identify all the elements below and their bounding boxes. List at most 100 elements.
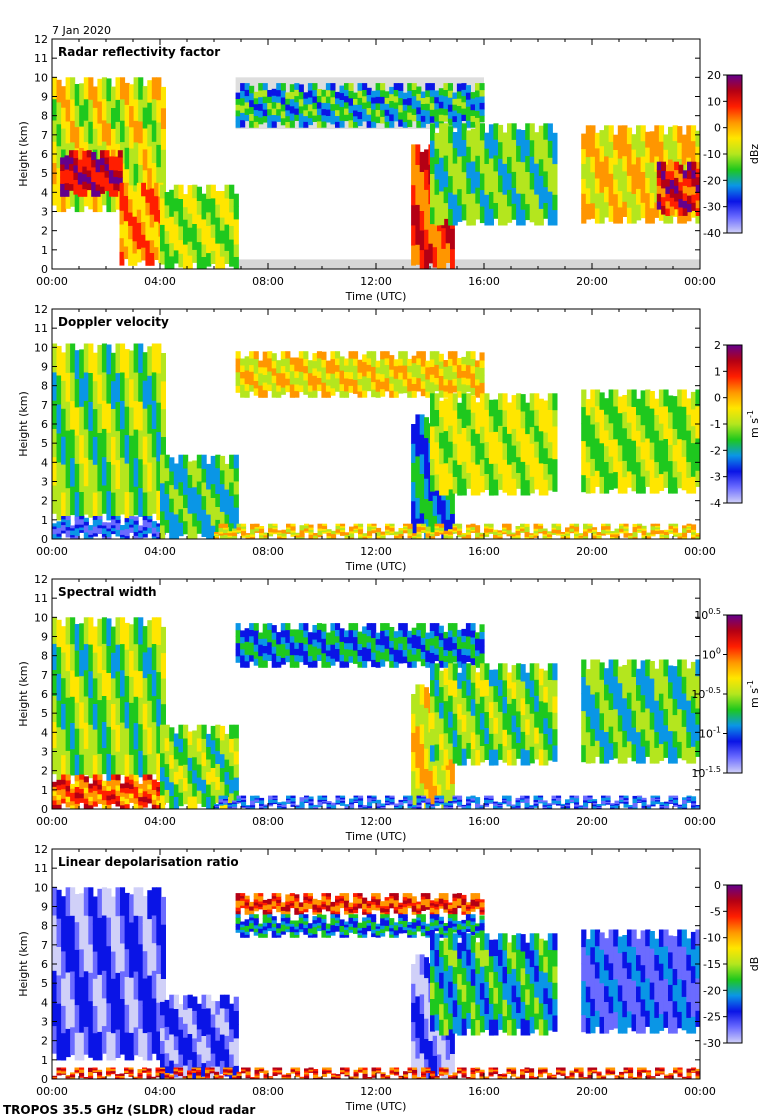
heatmap-cell (289, 120, 295, 128)
heatmap-cell (173, 501, 179, 515)
heatmap-cell (552, 458, 558, 476)
heatmap-cell (101, 643, 107, 670)
heatmap-cell (445, 499, 451, 520)
heatmap-cell (452, 193, 458, 210)
heatmap-cell (434, 96, 440, 104)
heatmap-cell (498, 663, 504, 680)
heatmap-cell (169, 781, 175, 796)
heatmap-cell (411, 462, 416, 483)
heatmap-cell (502, 442, 508, 460)
heatmap-cell (429, 637, 435, 646)
heatmap-cell (88, 534, 94, 538)
heatmap-cell (218, 798, 224, 801)
heatmap-cell (452, 525, 458, 528)
heatmap-cell (668, 665, 674, 683)
heatmap-cell (466, 456, 472, 473)
heatmap-cell (330, 651, 336, 659)
heatmap-cell (235, 655, 241, 663)
heatmap-cell (479, 745, 485, 763)
heatmap-cell (69, 150, 74, 158)
heatmap-cell (214, 534, 220, 537)
heatmap-cell (640, 458, 646, 477)
heatmap-cell (79, 190, 85, 213)
heatmap-cell (645, 470, 651, 487)
heatmap-cell (380, 83, 386, 91)
heatmap-cell (303, 103, 309, 111)
heatmap-cell (507, 402, 513, 419)
heatmap-cell (312, 353, 318, 362)
heatmap-cell (631, 389, 637, 407)
heatmap-cell (268, 799, 274, 802)
heatmap-cell (448, 663, 454, 680)
heatmap-cell (106, 790, 112, 796)
heatmap-cell (298, 105, 304, 114)
heatmap-cell (407, 535, 413, 539)
heatmap-cell (650, 527, 656, 531)
heatmap-cell (384, 103, 390, 110)
heatmap-cell (452, 371, 458, 379)
heatmap-cell (88, 787, 94, 793)
heatmap-cell (133, 77, 139, 100)
heatmap-cell (235, 104, 241, 111)
heatmap-cell (106, 432, 112, 462)
heatmap-cell (640, 156, 646, 172)
heatmap-cell (443, 89, 449, 97)
heatmap-cell (61, 728, 67, 756)
heatmap-cell (585, 684, 591, 701)
heatmap-cell (366, 357, 372, 365)
heatmap-cell (587, 531, 593, 534)
heatmap-cell (250, 526, 256, 530)
heatmap-cell (529, 156, 535, 174)
heatmap-cell (349, 805, 355, 808)
heatmap-cell (101, 669, 107, 696)
heatmap-cell (599, 207, 605, 224)
heatmap-cell (285, 635, 291, 643)
heatmap-cell (289, 84, 295, 92)
heatmap-cell (484, 148, 490, 164)
heatmap-cell (622, 186, 628, 202)
heatmap-cell (389, 653, 395, 662)
heatmap-cell (411, 369, 417, 378)
heatmap-cell (394, 534, 400, 536)
heatmap-cell (108, 176, 114, 184)
heatmap-cell (169, 255, 175, 269)
heatmap-cell (124, 491, 130, 521)
heatmap-cell (592, 527, 598, 530)
heatmap-cell (271, 101, 277, 109)
heatmap-cell (113, 189, 119, 197)
heatmap-cell (434, 695, 440, 713)
heatmap-cell (520, 801, 526, 803)
heatmap-cell (389, 797, 395, 800)
heatmap-cell (479, 806, 485, 809)
heatmap-cell (594, 724, 601, 741)
heatmap-cell (628, 535, 634, 537)
heatmap-cell (304, 526, 310, 529)
heatmap-cell (277, 804, 283, 807)
heatmap-cell (686, 141, 692, 158)
heatmap-cell (443, 748, 449, 766)
heatmap-cell (654, 398, 660, 415)
heatmap-cell (276, 95, 282, 103)
heatmap-cell (64, 155, 70, 163)
heatmap-cell (668, 525, 674, 528)
heatmap-cell (262, 374, 268, 383)
heatmap-cell (215, 737, 221, 752)
heatmap-cell (475, 649, 481, 657)
heatmap-cell (285, 623, 291, 631)
heatmap-cell (56, 673, 62, 701)
heatmap-cell (295, 534, 301, 537)
heatmap-cell (244, 660, 250, 668)
heatmap-cell (129, 779, 135, 785)
heatmap-cell (663, 471, 669, 488)
heatmap-cell (428, 243, 434, 264)
heatmap-cell (92, 529, 98, 534)
heatmap-cell (61, 521, 67, 526)
heatmap-cell (534, 711, 540, 728)
heatmap-cell (664, 535, 670, 538)
heatmap-cell (156, 536, 162, 539)
heatmap-cell (434, 457, 440, 475)
heatmap-cell (187, 461, 193, 475)
heatmap-cell (245, 805, 251, 807)
heatmap-cell (111, 436, 117, 465)
heatmap-cell (599, 192, 605, 209)
